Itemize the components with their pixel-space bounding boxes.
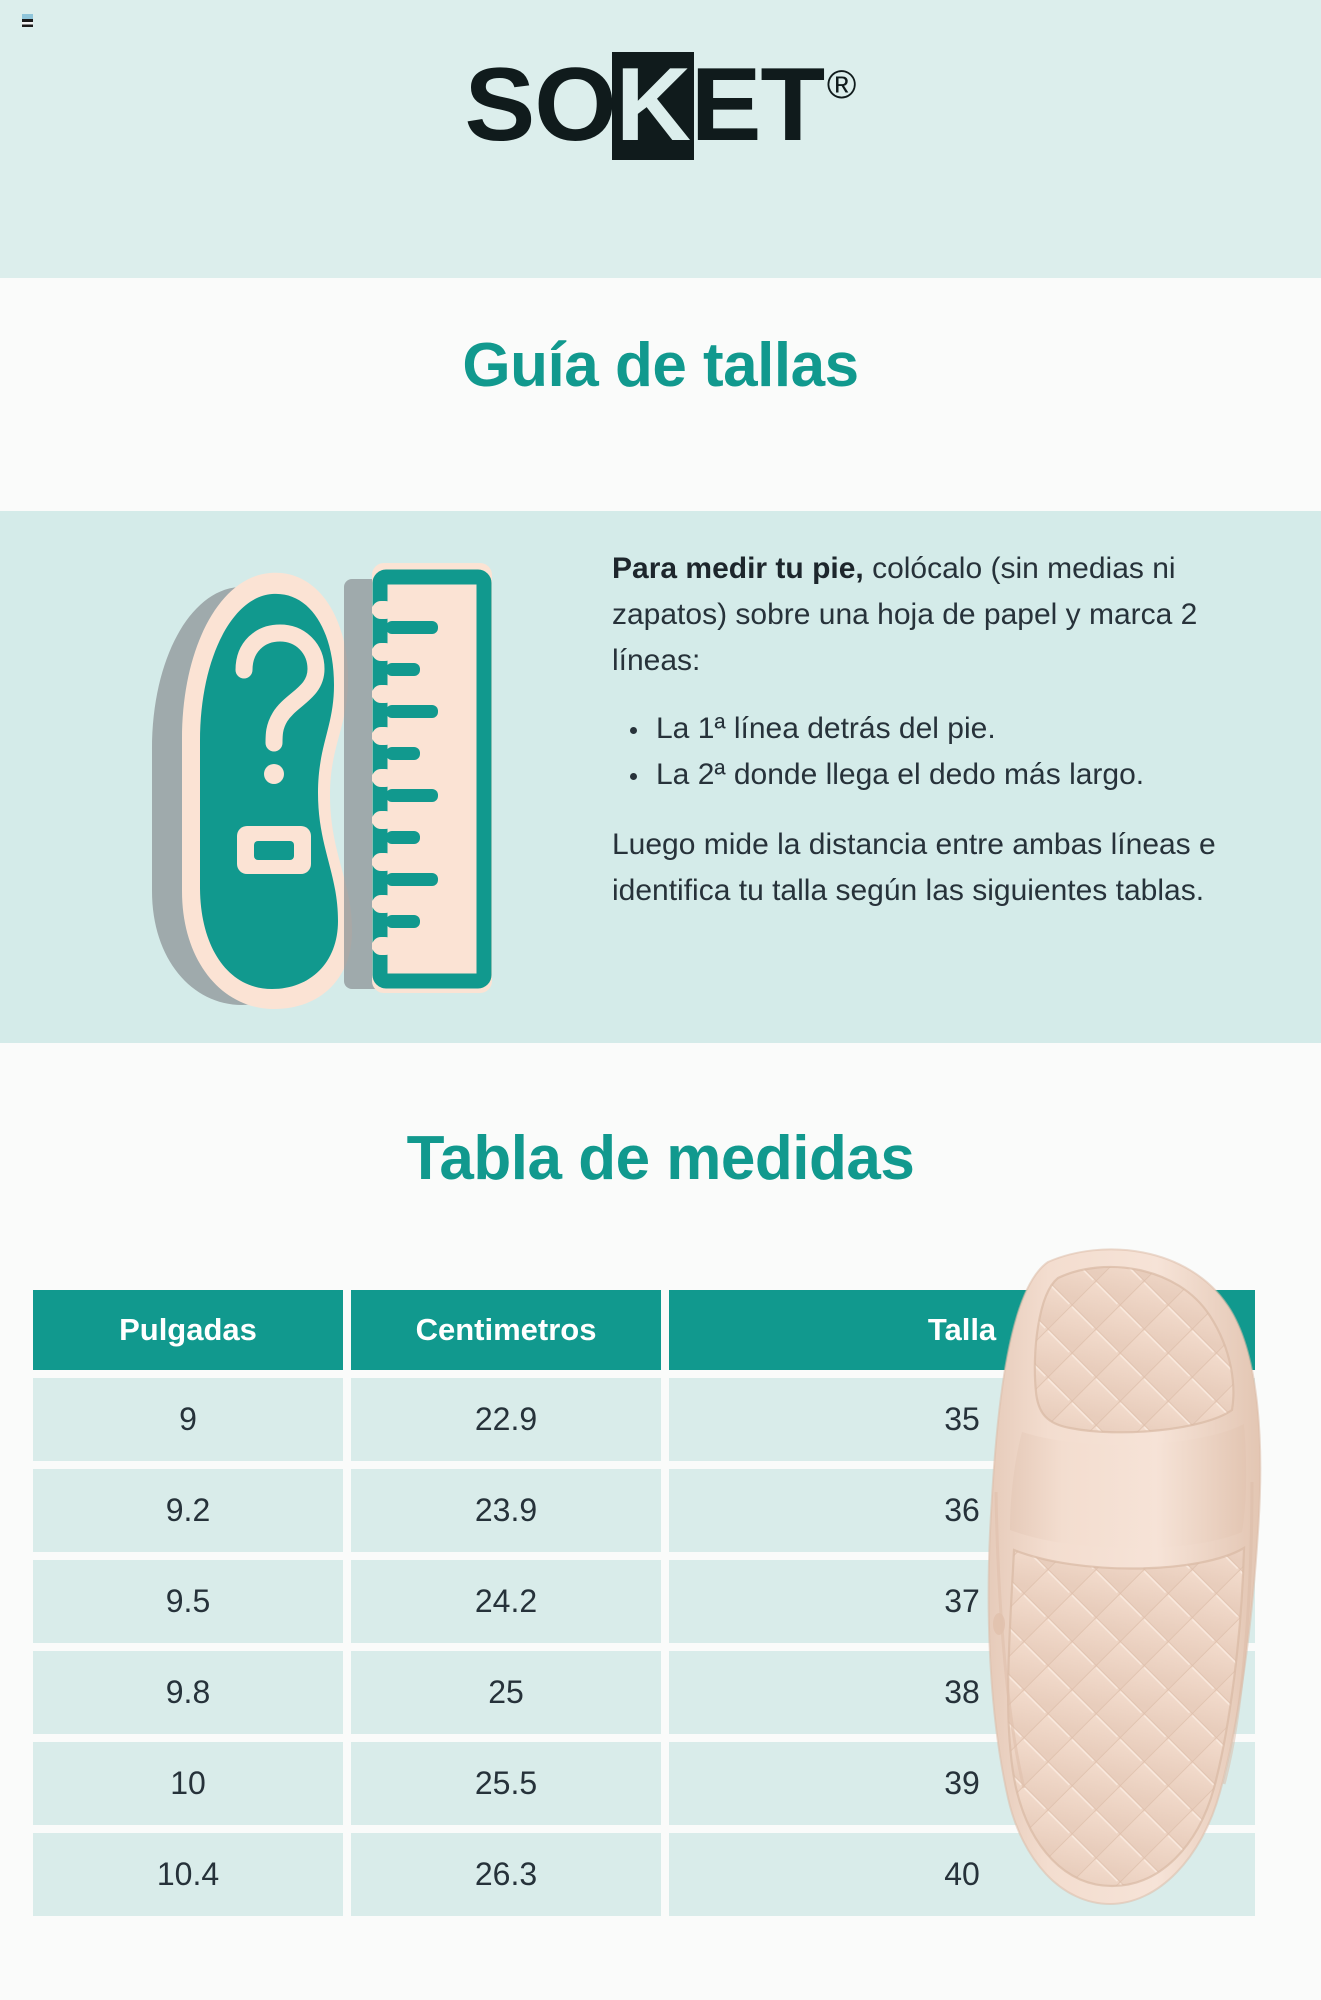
- question-mark-icon: [235, 624, 325, 752]
- column-header-pulgadas: Pulgadas: [33, 1290, 343, 1370]
- registered-trademark-icon: ®: [826, 63, 857, 107]
- cell-pulgadas: 9: [33, 1378, 343, 1461]
- cell-centimetros: 25.5: [351, 1742, 661, 1825]
- brand-logo: SOKET®: [0, 52, 1321, 160]
- cell-centimetros: 24.2: [351, 1560, 661, 1643]
- measure-foot-illustration: [120, 539, 510, 1009]
- sandal-strap: [1010, 1424, 1247, 1549]
- cell-centimetros: 25: [351, 1651, 661, 1734]
- table-row: 10.4 26.3 40: [33, 1833, 1255, 1916]
- instructions-tail: Luego mide la distancia entre ambas líne…: [612, 828, 1216, 907]
- instructions-lead: Para medir tu pie, colócalo (sin medias …: [612, 546, 1262, 684]
- instructions-bullet-list: La 1ª línea detrás del pie. La 2ª donde …: [612, 706, 1262, 798]
- logo-text-k: K: [611, 52, 694, 160]
- instructions-lead-rest: colócalo (sin medias ni zapatos) sobre u…: [612, 552, 1198, 677]
- question-mark-dot: [264, 764, 284, 784]
- ruler-icon: [372, 569, 492, 989]
- list-item: La 2ª donde llega el dedo más largo.: [630, 752, 1262, 798]
- cell-centimetros: 23.9: [351, 1469, 661, 1552]
- measurements-table-title: Tabla de medidas: [406, 1124, 915, 1193]
- sandal-footbed: [1008, 1548, 1244, 1886]
- cell-pulgadas: 10.4: [33, 1833, 343, 1916]
- sandal-side-emblem: [993, 1613, 1005, 1635]
- corner-artifact-icon: [22, 14, 33, 27]
- cell-pulgadas: 9.2: [33, 1469, 343, 1552]
- instructions-band: Para medir tu pie, colócalo (sin medias …: [0, 511, 1321, 1043]
- instructions-text: Para medir tu pie, colócalo (sin medias …: [612, 546, 1262, 914]
- cell-centimetros: 26.3: [351, 1833, 661, 1916]
- header-band: SOKET®: [0, 0, 1321, 278]
- cell-pulgadas: 9.5: [33, 1560, 343, 1643]
- column-header-centimetros: Centimetros: [351, 1290, 661, 1370]
- logo-text-so: SO: [464, 47, 616, 163]
- instructions-lead-bold: Para medir tu pie,: [612, 552, 864, 585]
- logo-text-et: ET: [690, 47, 826, 163]
- sandal-toe-bed: [1034, 1266, 1234, 1433]
- page-title: Guía de tallas: [462, 331, 859, 400]
- cell-pulgadas: 9.8: [33, 1651, 343, 1734]
- cell-centimetros: 22.9: [351, 1378, 661, 1461]
- cell-pulgadas: 10: [33, 1742, 343, 1825]
- list-item: La 1ª línea detrás del pie.: [630, 706, 1262, 752]
- slide-sandal-photo: [952, 1232, 1282, 1932]
